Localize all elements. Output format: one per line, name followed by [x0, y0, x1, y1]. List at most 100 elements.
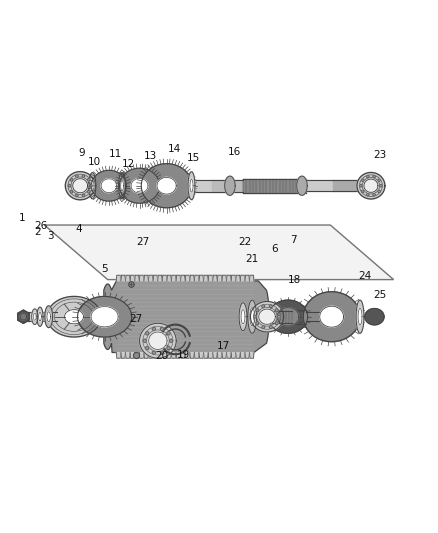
Polygon shape [141, 164, 192, 208]
Polygon shape [47, 312, 50, 321]
Polygon shape [213, 352, 217, 358]
Circle shape [82, 175, 85, 177]
Circle shape [160, 327, 164, 330]
Circle shape [152, 351, 155, 354]
Polygon shape [365, 309, 384, 325]
Text: 21: 21 [245, 254, 258, 264]
Circle shape [367, 193, 369, 196]
Polygon shape [194, 352, 199, 358]
Polygon shape [204, 352, 208, 358]
Text: 1: 1 [19, 214, 26, 223]
Text: 14: 14 [167, 144, 180, 155]
Polygon shape [44, 225, 394, 280]
Circle shape [380, 184, 382, 187]
Polygon shape [162, 275, 167, 281]
Polygon shape [130, 275, 134, 281]
Circle shape [145, 332, 149, 335]
Polygon shape [266, 311, 292, 323]
Polygon shape [231, 275, 236, 281]
Polygon shape [162, 352, 167, 358]
Polygon shape [208, 275, 212, 281]
Polygon shape [297, 176, 307, 195]
Polygon shape [320, 306, 343, 327]
Polygon shape [356, 300, 364, 333]
Polygon shape [23, 310, 29, 317]
Polygon shape [226, 275, 231, 281]
Polygon shape [64, 310, 84, 324]
Polygon shape [33, 313, 36, 320]
Polygon shape [250, 275, 254, 281]
Polygon shape [250, 352, 254, 358]
Polygon shape [250, 308, 254, 326]
Circle shape [88, 179, 90, 181]
Polygon shape [65, 172, 95, 200]
Circle shape [378, 190, 380, 192]
Circle shape [170, 339, 173, 342]
Circle shape [152, 327, 155, 330]
Polygon shape [176, 352, 180, 358]
Polygon shape [144, 352, 148, 358]
Polygon shape [120, 168, 159, 203]
Text: 7: 7 [290, 235, 297, 245]
Circle shape [361, 179, 364, 181]
Text: 16: 16 [228, 147, 241, 157]
Polygon shape [92, 171, 127, 201]
Polygon shape [27, 312, 42, 321]
Polygon shape [104, 281, 269, 352]
Polygon shape [158, 275, 162, 281]
Polygon shape [332, 180, 359, 191]
Circle shape [275, 322, 278, 325]
Polygon shape [240, 352, 245, 358]
Circle shape [360, 184, 362, 187]
Polygon shape [148, 275, 153, 281]
Polygon shape [172, 275, 176, 281]
Polygon shape [289, 310, 306, 324]
Text: 24: 24 [359, 271, 372, 281]
Circle shape [145, 346, 149, 350]
Circle shape [256, 322, 259, 325]
Text: 25: 25 [373, 290, 386, 300]
Polygon shape [139, 352, 144, 358]
Text: 15: 15 [187, 153, 200, 163]
Circle shape [269, 326, 272, 329]
Polygon shape [245, 275, 249, 281]
Polygon shape [172, 352, 176, 358]
Circle shape [160, 351, 164, 354]
Polygon shape [167, 275, 171, 281]
Polygon shape [181, 352, 185, 358]
Polygon shape [240, 275, 245, 281]
Text: 6: 6 [272, 244, 278, 254]
Polygon shape [251, 302, 284, 332]
Polygon shape [153, 275, 158, 281]
Polygon shape [359, 181, 374, 190]
Polygon shape [135, 352, 139, 358]
Circle shape [367, 175, 369, 178]
Polygon shape [248, 300, 257, 333]
Polygon shape [121, 275, 125, 281]
Text: 26: 26 [34, 221, 47, 231]
Polygon shape [47, 296, 101, 337]
Circle shape [70, 190, 73, 193]
Polygon shape [217, 275, 222, 281]
Polygon shape [126, 352, 130, 358]
Polygon shape [148, 352, 153, 358]
Polygon shape [364, 179, 378, 192]
Circle shape [256, 309, 259, 312]
Circle shape [167, 332, 170, 335]
Polygon shape [18, 310, 29, 323]
Circle shape [373, 175, 375, 178]
Polygon shape [190, 352, 194, 358]
Polygon shape [204, 275, 208, 281]
Text: 18: 18 [287, 276, 301, 286]
Polygon shape [140, 324, 176, 358]
Polygon shape [306, 312, 324, 321]
Polygon shape [222, 275, 226, 281]
Polygon shape [191, 180, 212, 192]
Circle shape [68, 184, 71, 187]
Polygon shape [185, 275, 190, 281]
Polygon shape [190, 180, 193, 192]
Polygon shape [306, 181, 332, 191]
Polygon shape [139, 275, 144, 281]
Polygon shape [190, 275, 194, 281]
Polygon shape [45, 306, 53, 328]
